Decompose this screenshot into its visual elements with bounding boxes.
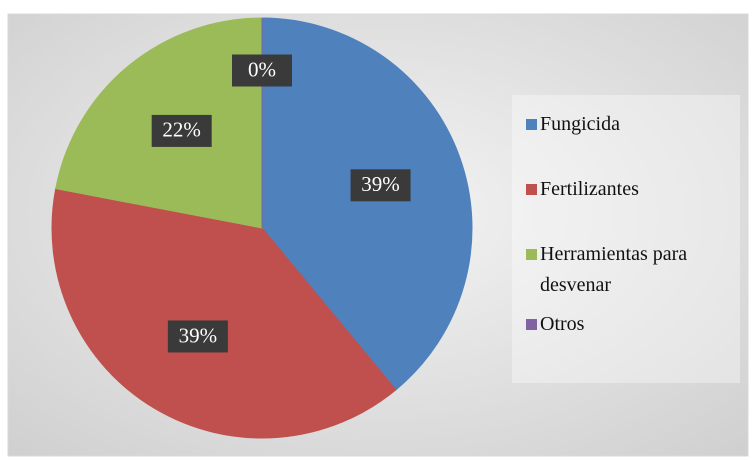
legend-swatch <box>526 184 537 195</box>
data-label-box <box>232 54 292 87</box>
data-label: 0% <box>232 54 292 87</box>
data-label-text: 22% <box>162 118 201 142</box>
data-label-text: 39% <box>179 323 218 347</box>
legend-swatch <box>526 319 537 330</box>
legend-label: Herramientas para desvenar <box>540 243 688 296</box>
data-label: 39% <box>167 320 228 353</box>
data-label-box <box>151 114 212 147</box>
legend-swatch <box>526 119 537 130</box>
pie-slice <box>51 188 397 439</box>
data-label: 22% <box>151 114 212 147</box>
legend-label: Fungicida <box>540 113 620 135</box>
legend-label: Fertilizantes <box>540 178 639 200</box>
legend-item: Fertilizantes <box>526 174 740 205</box>
data-label-text: 39% <box>361 172 400 196</box>
legend-label: Otros <box>540 313 585 335</box>
data-label-text: 0% <box>248 57 276 81</box>
pie-slice <box>261 17 473 391</box>
data-label-box <box>350 169 411 202</box>
data-label: 39% <box>350 169 411 202</box>
legend-item: Otros <box>526 309 740 340</box>
legend: Fungicida Fertilizantes Herramientas para … <box>512 95 740 383</box>
legend-item: Herramientas para desvenar <box>526 239 740 301</box>
legend-item: Fungicida <box>526 109 740 140</box>
data-label-box <box>167 320 228 353</box>
legend-swatch <box>526 249 537 260</box>
